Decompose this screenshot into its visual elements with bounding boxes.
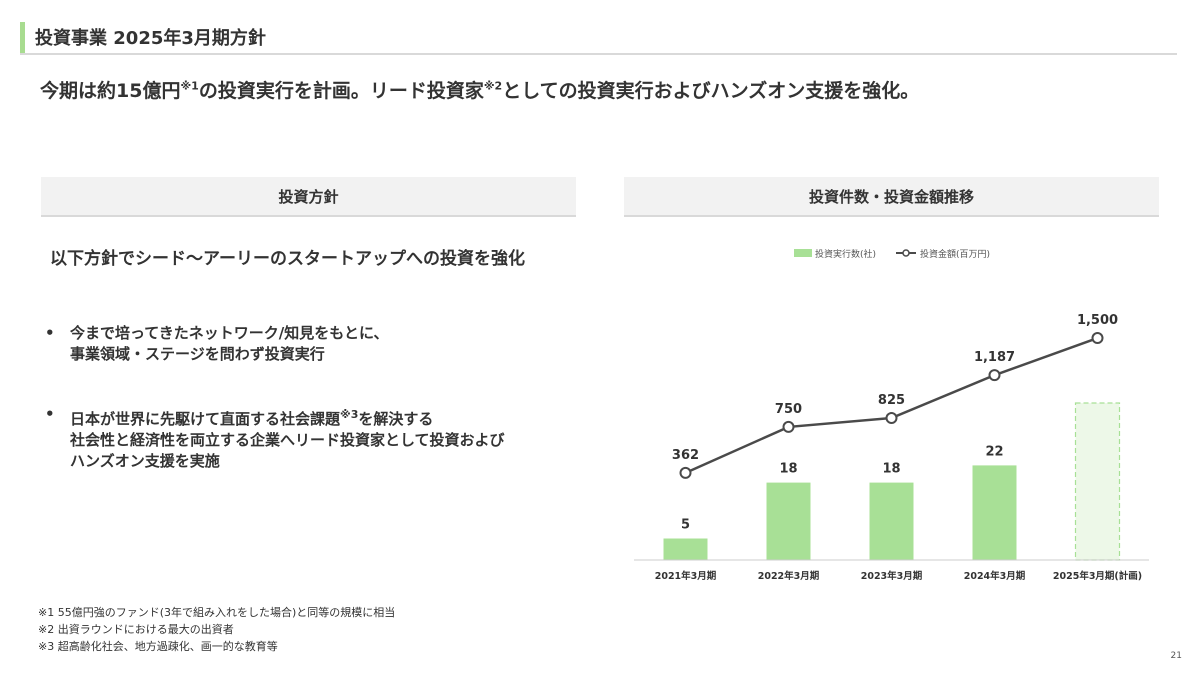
legend-label-line: 投資金額(百万円): [920, 248, 990, 260]
line-value-label: 362: [672, 448, 699, 463]
lead-text-c: としての投資実行およびハンズオン支援を強化。: [502, 80, 920, 102]
legend-label-bars: 投資実行数(社): [815, 248, 876, 260]
line-value-label: 1,500: [1077, 313, 1118, 328]
bullet-line: ハンズオン支援を実施: [70, 452, 220, 470]
line-value-label: 750: [775, 402, 802, 417]
bullet-line: 社会性と経済性を両立する企業へリード投資家として投資および: [70, 431, 505, 449]
line-value-label: 825: [878, 393, 905, 408]
x-tick-label: 2021年3月期: [655, 570, 717, 582]
planned-bar: [1074, 402, 1121, 561]
investment-trend-chart: 投資実行数(社) 投資金額(百万円) 5 18 18 22 362 750 825 1,187 1,…: [634, 248, 1149, 582]
bullet-text: 日本が世界に先駆けて直面する社会課題※3を解決する 社会性と経済性を両立する企業…: [70, 404, 505, 472]
x-tick-label: 2023年3月期: [861, 570, 923, 582]
bullet-dot: •: [45, 324, 55, 342]
bar-value-label: 18: [779, 462, 797, 477]
footnote-2: ※2 出資ラウンドにおける最大の出資者: [38, 623, 234, 636]
footnote-1: ※1 55億円強のファンド(3年で組み入れをした場合)と同等の規模に相当: [38, 606, 396, 619]
x-tick-label: 2025年3月期(計画): [1053, 570, 1142, 582]
policy-panel-header: 投資方針: [41, 177, 576, 217]
bullet-line-part: 日本が世界に先駆けて直面する社会課題: [70, 410, 341, 428]
footnote-ref-1: ※1: [180, 79, 199, 93]
line-point: [679, 466, 692, 479]
bar: [663, 538, 708, 560]
bullet-line-part: を解決する: [358, 410, 434, 428]
line-point: [1091, 332, 1104, 345]
policy-lead: 以下方針でシード～アーリーのスタートアップへの投資を強化: [50, 249, 525, 269]
footnote-3: ※3 超高齢化社会、地方過疎化、画一的な教育等: [38, 640, 278, 653]
lead-text-a: 今期は約15億円: [40, 80, 181, 102]
bar-value-label: 5: [681, 518, 690, 533]
bullet-line: 事業領域・ステージを問わず投資実行: [70, 345, 325, 363]
bar: [869, 482, 914, 560]
lead-text-b: の投資実行を計画。リード投資家: [198, 80, 484, 102]
x-tick-label: 2024年3月期: [964, 570, 1026, 582]
page-title: 投資事業 2025年3月期方針: [35, 28, 266, 49]
lead-statement: 今期は約15億円※1の投資実行を計画。リード投資家※2としての投資実行およびハン…: [40, 76, 919, 103]
footnotes: ※1 55億円強のファンド(3年で組み入れをした場合)と同等の規模に相当 ※2 …: [38, 604, 395, 655]
footnote-ref-2: ※2: [483, 79, 503, 93]
legend-swatch-bars: [794, 249, 812, 257]
footnote-ref-3: ※3: [340, 408, 359, 421]
bar: [972, 465, 1017, 560]
x-tick-label: 2022年3月期: [758, 570, 820, 582]
legend-marker-line: [902, 249, 910, 257]
trend-panel-header: 投資件数・投資金額推移: [624, 177, 1159, 217]
line-point: [988, 369, 1001, 382]
title-divider: [20, 53, 1177, 55]
bullet-line: 今まで培ってきたネットワーク/知見をもとに、: [70, 324, 389, 342]
bullet-dot: •: [45, 405, 55, 423]
bar-value-label: 18: [882, 462, 900, 477]
line-value-label: 1,187: [974, 350, 1015, 365]
bullet-text: 今まで培ってきたネットワーク/知見をもとに、 事業領域・ステージを問わず投資実行: [70, 323, 389, 365]
line-point: [782, 420, 795, 433]
line-point: [885, 412, 898, 425]
bar: [766, 482, 811, 560]
bullet-line: 日本が世界に先駆けて直面する社会課題※3を解決する: [70, 404, 505, 430]
bar-value-label: 22: [985, 444, 1003, 459]
title-accent-bar: [20, 22, 25, 54]
page-number: 21: [1170, 651, 1182, 661]
